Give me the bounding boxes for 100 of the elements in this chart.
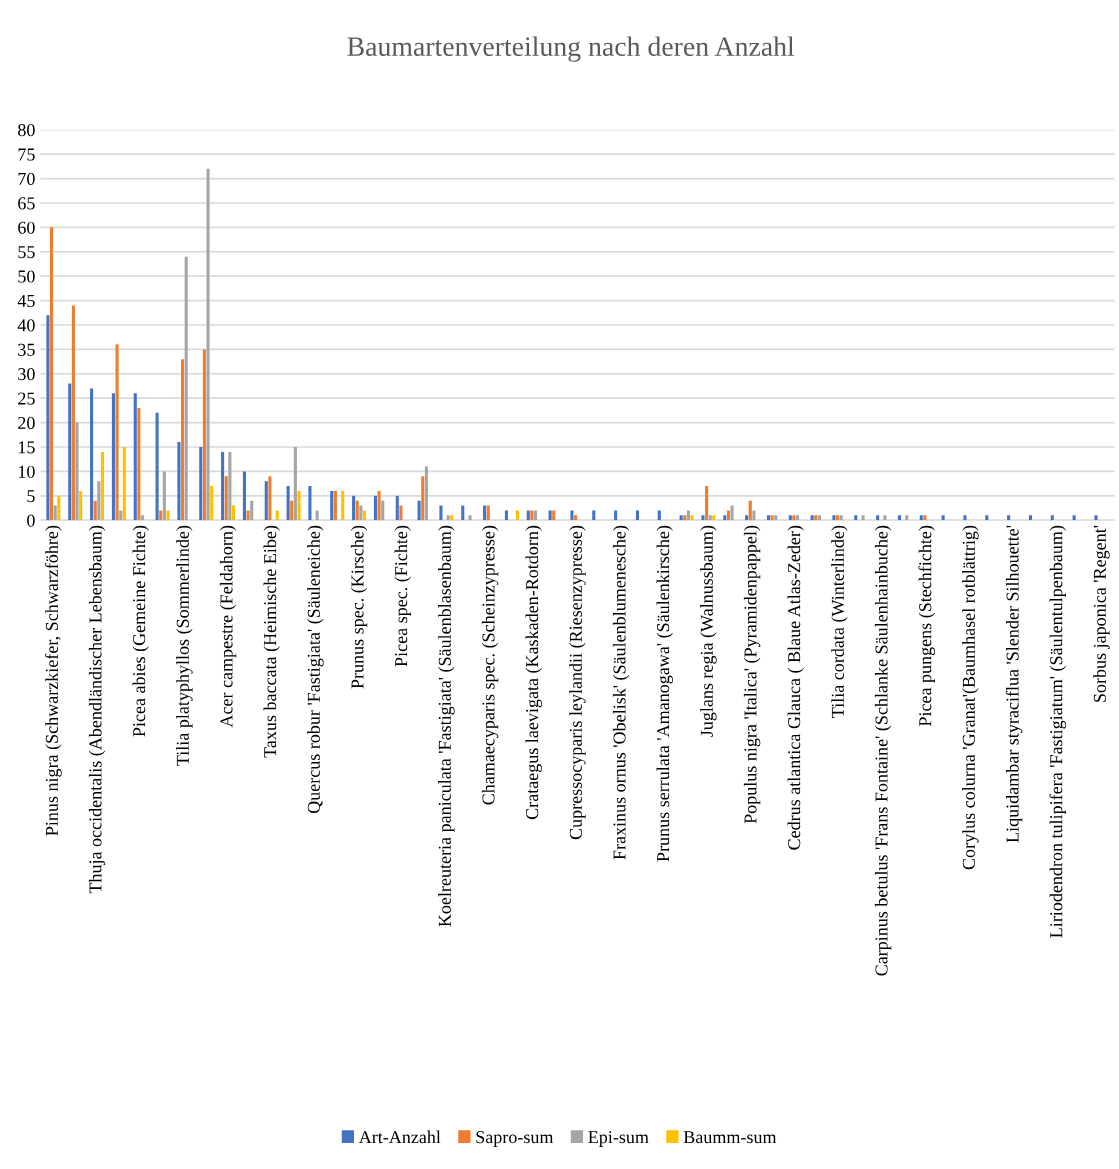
bar	[526, 510, 530, 521]
bar	[726, 510, 730, 521]
x-tick-label: Juglans regia (Walnussbaum)	[700, 525, 717, 737]
bar	[1028, 515, 1033, 521]
bar	[723, 515, 727, 521]
bar	[206, 168, 210, 521]
bar	[115, 344, 119, 521]
y-tick-label: 45	[17, 294, 35, 308]
x-tick-label: Picea pungens (Stechfichte)	[918, 525, 936, 727]
bar	[810, 515, 814, 521]
bar	[362, 510, 367, 521]
bar	[1050, 515, 1054, 521]
legend-label: Sapro-sum	[476, 1131, 554, 1147]
bar	[712, 515, 716, 521]
bar	[963, 515, 967, 521]
bar	[231, 505, 236, 521]
bar	[268, 476, 272, 521]
bar	[897, 515, 901, 521]
bar	[461, 505, 465, 521]
bar	[614, 510, 618, 521]
chart-title: Baumartenverteilung nach deren Anzahl	[347, 36, 795, 62]
bar	[770, 515, 774, 521]
x-tick-label: Cedrus atlantica Glauca ( Blaue Atlas-Zeder)	[787, 525, 804, 850]
y-tick-label: 65	[18, 197, 35, 210]
bar	[228, 451, 232, 521]
bar	[832, 515, 836, 521]
bar	[166, 510, 170, 521]
x-tick-label: Picea abies (Gemeine Fichte)	[132, 525, 149, 737]
y-tick-label: 15	[18, 441, 35, 454]
bar	[985, 515, 989, 521]
bar	[297, 490, 301, 521]
x-tick-label: Picea spec. (Fichte)	[394, 525, 411, 667]
bar	[504, 510, 508, 521]
y-tick-label: 80	[18, 124, 35, 137]
bar	[552, 510, 556, 521]
bar	[515, 510, 519, 521]
bar	[705, 486, 709, 521]
bar	[876, 515, 880, 521]
legend-label: Art-Anzahl	[358, 1130, 441, 1144]
bar	[79, 490, 83, 521]
bar	[162, 471, 166, 521]
y-tick-label: 30	[18, 368, 35, 381]
bar	[861, 515, 865, 521]
bar	[701, 515, 705, 521]
bar	[210, 486, 214, 521]
bar	[46, 315, 50, 521]
bar	[90, 388, 94, 521]
x-tick-label: Carpinus betulus 'Frans Fontaine' (Schlanke Säulenhainbuche)	[874, 525, 892, 976]
bar	[446, 515, 450, 521]
y-tick-label: 40	[17, 319, 35, 332]
bar	[93, 500, 97, 521]
x-tick-label: Tilia cordata (Winterlinde)	[831, 525, 848, 718]
bar	[1072, 515, 1076, 521]
bar	[774, 515, 778, 521]
x-tick-label: Koelreuteria paniculata 'Fastigiata' (Säulenblasenbaum)	[438, 525, 455, 927]
bar	[592, 510, 596, 521]
bar	[221, 451, 225, 521]
bar	[730, 505, 734, 521]
bar	[53, 505, 57, 521]
x-tick-label: Corylus colurna 'Granat'(Baumhasel rotblättrig)	[962, 525, 979, 870]
bar	[159, 510, 163, 521]
y-tick-label: 5	[27, 490, 35, 503]
bar	[574, 515, 578, 521]
bar	[745, 515, 749, 521]
x-tick-label: Prunus serrulata 'Amanogawa' (Säulenkirsche)	[656, 525, 673, 862]
x-tick-label: Thuja occidentalis (Abendländischer Lebensbaum)	[88, 525, 106, 894]
bar	[155, 412, 159, 521]
bar	[352, 495, 356, 521]
x-tick-label: Sorbus japonica 'Regent'	[1093, 525, 1110, 702]
bar	[748, 500, 752, 521]
bar	[181, 359, 185, 521]
bar	[548, 510, 552, 521]
bar	[752, 510, 756, 521]
bar	[788, 515, 792, 521]
legend-label: Baumm-sum	[683, 1131, 777, 1144]
y-tick-label: 60	[18, 221, 35, 234]
bar	[286, 486, 290, 521]
bar	[690, 515, 694, 521]
bar	[635, 510, 639, 521]
bar	[468, 515, 472, 521]
x-tick-label: Liquidambar styraciflua 'Slender Silhouette'	[1005, 525, 1023, 843]
bar	[293, 447, 297, 521]
bar	[570, 510, 574, 521]
bar	[534, 510, 538, 521]
y-tick-label: 25	[18, 392, 35, 405]
bar	[905, 515, 909, 521]
x-tick-label: Taxus baccata (Heimische Eibe)	[263, 525, 280, 758]
bar	[290, 500, 294, 521]
bar	[177, 442, 181, 521]
bar	[424, 466, 428, 521]
bar	[184, 256, 188, 521]
bar	[50, 227, 54, 521]
bar	[399, 505, 403, 521]
bar	[111, 393, 115, 521]
bar	[137, 407, 141, 521]
bar	[246, 510, 250, 521]
bar	[792, 515, 796, 521]
bar	[140, 515, 145, 521]
x-tick-label: Liriodendron tulipifera 'Fastigiatum' (Säulentulpenbaum)	[1049, 525, 1067, 938]
bar	[686, 510, 690, 521]
